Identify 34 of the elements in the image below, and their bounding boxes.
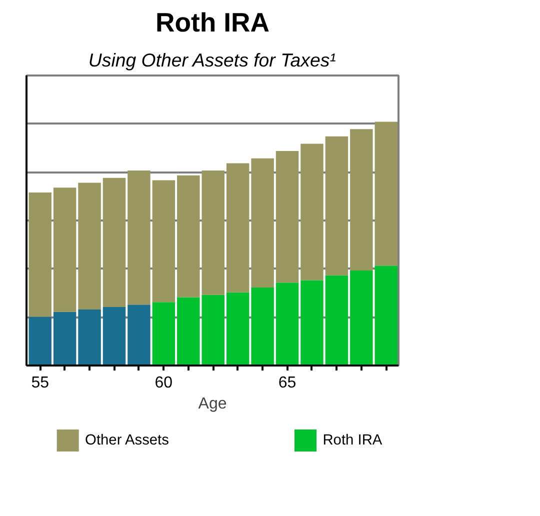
bar xyxy=(350,129,373,270)
bar xyxy=(374,266,398,366)
chart-subtitle: Using Other Assets for Taxes¹ xyxy=(88,50,336,70)
legend-label: Other Assets xyxy=(85,432,169,448)
bar xyxy=(350,270,373,366)
bar xyxy=(78,309,101,366)
bar xyxy=(325,136,348,276)
bar xyxy=(276,151,299,283)
bar xyxy=(251,158,274,288)
bar xyxy=(128,304,150,366)
x-tick-label: 55 xyxy=(31,374,50,392)
bar xyxy=(128,170,150,305)
bar xyxy=(374,122,398,266)
bar xyxy=(152,180,176,302)
bar xyxy=(300,280,324,366)
x-tick-label: 65 xyxy=(278,374,296,392)
bar xyxy=(251,288,274,366)
bar xyxy=(325,275,348,366)
legend-label: Roth IRA xyxy=(322,432,382,448)
bar xyxy=(226,163,250,292)
bar xyxy=(53,188,76,312)
bar xyxy=(152,302,176,366)
bar xyxy=(28,316,52,366)
bar xyxy=(28,192,52,317)
chart-title: Roth IRA xyxy=(156,8,270,38)
bar xyxy=(78,182,101,310)
bar xyxy=(300,144,324,280)
bar xyxy=(276,282,299,366)
x-tick-label: 60 xyxy=(154,374,173,392)
bar xyxy=(102,178,126,308)
bar xyxy=(102,307,126,366)
bar xyxy=(226,292,250,366)
bar xyxy=(53,312,76,366)
x-axis-title: Age xyxy=(198,396,227,412)
